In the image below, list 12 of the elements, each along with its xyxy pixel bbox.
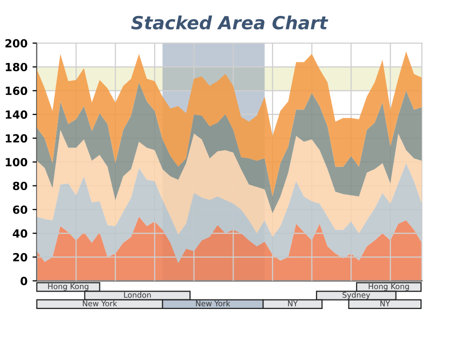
y-tick-label: 120 [6, 134, 28, 143]
y-tick-label: 40 [12, 229, 28, 238]
y-tick-label: 140 [6, 110, 28, 119]
y-tick-label: 0 [20, 276, 28, 286]
y-tick-label: 60 [13, 205, 28, 214]
y-tick-label: 80 [12, 182, 28, 190]
chart-title: Stacked Area Chart [131, 16, 328, 30]
y-tick-label: 200 [5, 39, 28, 48]
y-tick-label: 20 [13, 253, 28, 262]
y-tick-label: 100 [6, 158, 28, 166]
y-tick-label: 180 [6, 62, 28, 72]
y-tick-label: 160 [6, 86, 28, 96]
